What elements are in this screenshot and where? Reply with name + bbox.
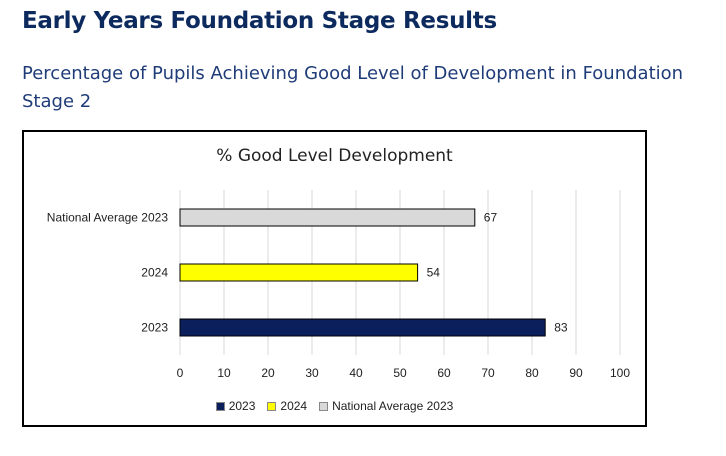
chart-title: % Good Level Development xyxy=(216,146,453,166)
chart-container: % Good Level Development 0 10 20 30 40 50 60 70… xyxy=(22,130,647,427)
x-tick-label: 50 xyxy=(393,366,407,380)
legend-label: National Average 2023 xyxy=(332,399,454,413)
data-label: 67 xyxy=(484,211,498,225)
bar xyxy=(179,263,419,282)
x-tick-label: 40 xyxy=(349,366,363,380)
y-category-label: 2024 xyxy=(141,266,168,280)
legend-swatch xyxy=(319,401,329,411)
data-label: 83 xyxy=(554,321,568,335)
legend-item: 2024 xyxy=(267,399,307,413)
data-label: 54 xyxy=(427,266,441,280)
legend-label: 2024 xyxy=(280,399,308,413)
bar-chart: 0 10 20 30 40 50 60 70 80 90 100 2023 83 2024 54 Nation… xyxy=(47,190,630,380)
legend-swatch xyxy=(215,401,225,411)
legend-item: 2023 xyxy=(215,399,256,413)
page-subtitle: Percentage of Pupils Achieving Good Leve… xyxy=(22,63,684,112)
bar xyxy=(179,208,476,227)
x-tick-label: 0 xyxy=(177,366,184,380)
x-tick-label: 100 xyxy=(610,366,630,380)
legend-label: 2023 xyxy=(228,399,256,413)
x-tick-label: 10 xyxy=(217,366,231,380)
y-category-label: National Average 2023 xyxy=(47,211,169,225)
x-tick-label: 70 xyxy=(481,366,495,380)
bar xyxy=(179,318,546,337)
legend-swatch xyxy=(267,401,277,411)
x-tick-label: 30 xyxy=(305,366,319,380)
page-title: Early Years Foundation Stage Results xyxy=(22,8,497,34)
y-category-label: 2023 xyxy=(141,321,168,335)
chart-legend: 2023 2024 National Average 2023 xyxy=(24,399,645,413)
x-tick-label: 90 xyxy=(569,366,583,380)
x-tick-label: 80 xyxy=(525,366,539,380)
x-tick-label: 60 xyxy=(437,366,451,380)
legend-item: National Average 2023 xyxy=(319,399,453,413)
x-tick-label: 20 xyxy=(261,366,275,380)
